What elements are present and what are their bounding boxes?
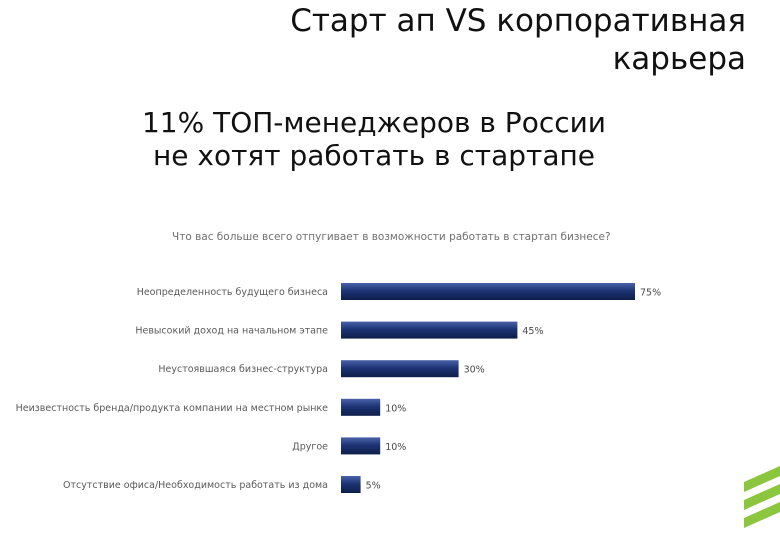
bar-unstable-structure [341,360,459,378]
slide-title: Старт ап VS корпоративная карьера [290,3,746,77]
category-label-uncertainty: Неопределенность будущего бизнеса [137,287,328,298]
corner-decoration [744,466,780,528]
value-label-other: 10% [385,442,406,453]
value-label-unknown-brand: 10% [385,403,406,414]
decor-stripe-bottom [744,502,780,528]
category-label-no-office: Отсутствие офиса/Необходимость работать … [63,480,328,491]
chart-question: Что вас больше всего отпугивает в возмож… [172,231,611,243]
value-label-low-income: 45% [522,326,543,337]
bar-no-office [341,476,361,493]
category-label-unstable-structure: Неустоявшаяся бизнес-структура [158,364,328,375]
value-label-no-office: 5% [366,481,381,492]
decor-stripe-top [744,466,780,492]
bars-layer: Неопределенность будущего бизнеса 75% Невы… [16,283,661,493]
subtitle-line-2: не хотят работать в стартапе [152,139,596,172]
bar-other [341,437,381,455]
bar-uncertainty [341,283,635,300]
category-label-unknown-brand: Неизвестность бренда/продукта компании н… [16,403,329,414]
decor-stripe-middle [744,484,780,510]
subtitle-line-1: 11% ТОП-менеджеров в России [141,106,607,139]
bar-low-income [341,321,518,339]
bar-unknown-brand [341,398,381,416]
slide-subtitle: 11% ТОП-менеджеров в России не хотят раб… [64,106,684,172]
category-label-other: Другое [292,441,328,452]
value-label-uncertainty: 75% [640,288,661,299]
value-label-unstable-structure: 30% [464,365,485,376]
category-label-low-income: Невысокий доход на начальном этапе [135,326,328,337]
